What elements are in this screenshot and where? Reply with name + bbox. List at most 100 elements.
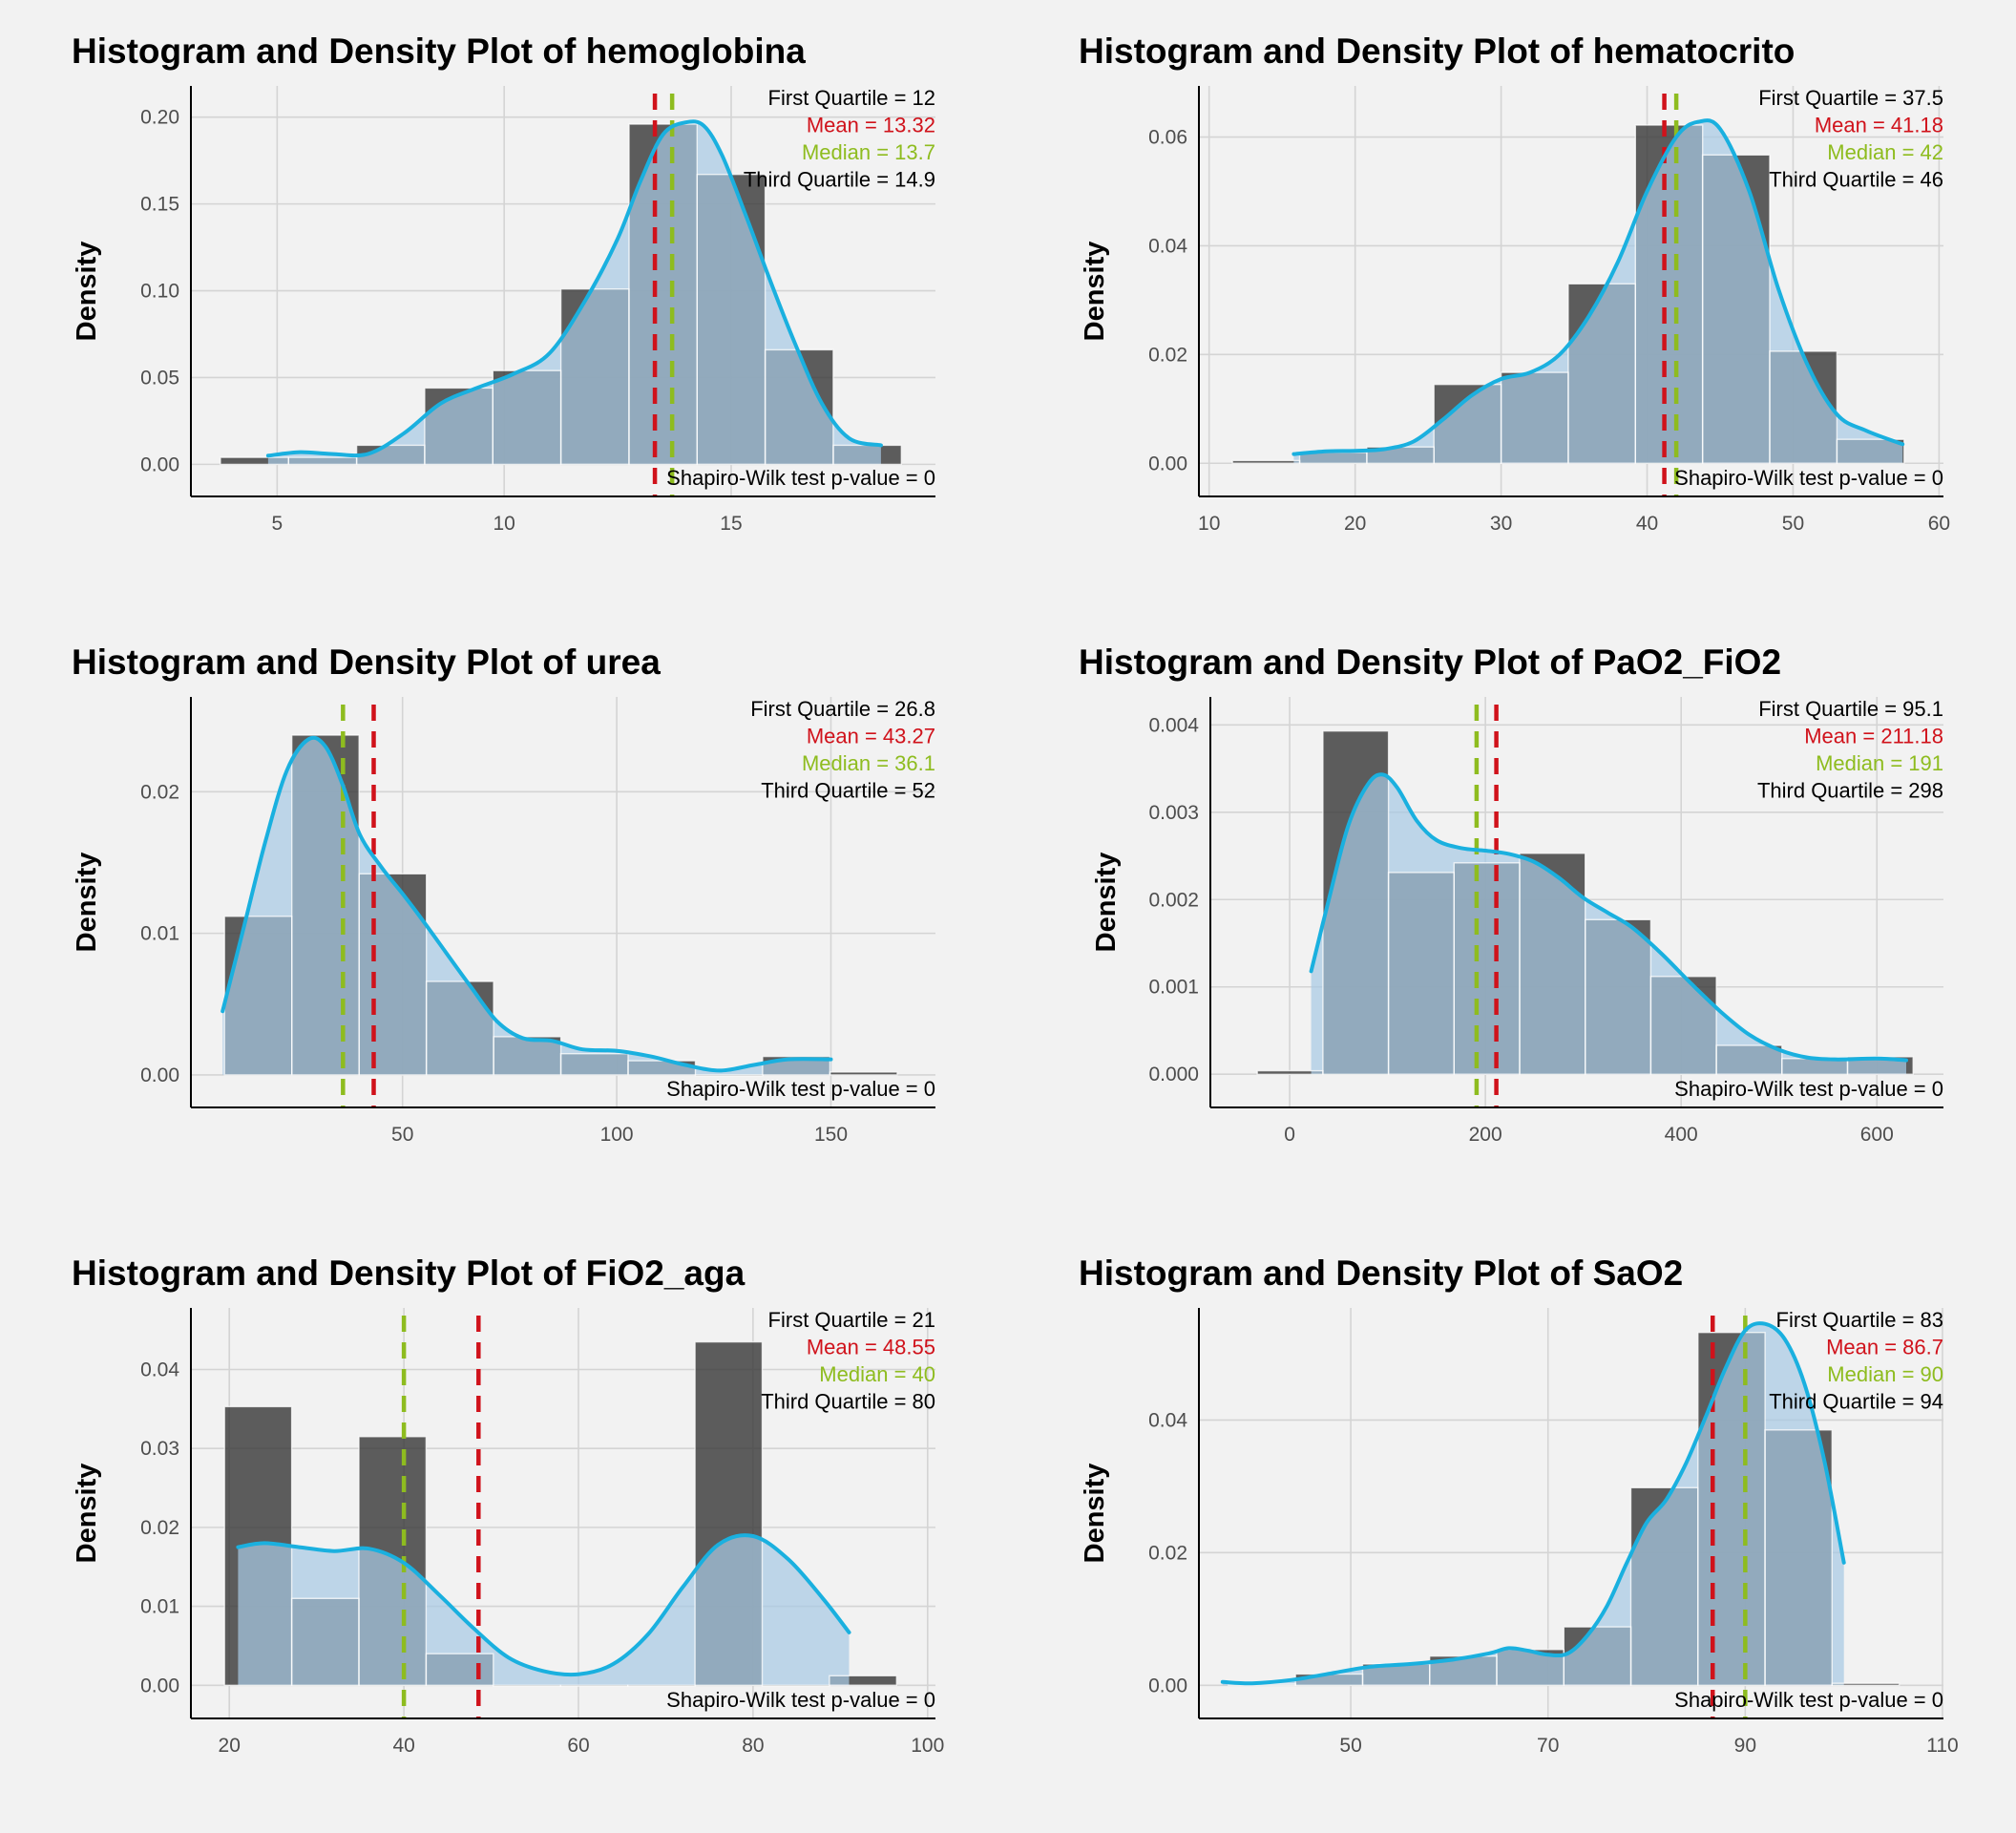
- histogram-bar: [220, 457, 289, 465]
- first-quartile-label: First Quartile = 12: [768, 86, 935, 110]
- chart-title: Histogram and Density Plot of hematocrit…: [1079, 32, 1795, 71]
- y-tick-label: 0.15: [140, 194, 179, 216]
- histogram-bar: [1257, 1070, 1323, 1075]
- median-label: Median = 191: [1816, 751, 1943, 775]
- shapiro-wilk-label: Shapiro-Wilk test p-value = 0: [666, 466, 935, 490]
- x-tick-label: 80: [742, 1735, 764, 1757]
- y-tick-label: 0.004: [1148, 714, 1199, 736]
- x-tick-label: 50: [1339, 1735, 1361, 1757]
- density-line: [1220, 1321, 1846, 1686]
- x-tick-label: 200: [1469, 1124, 1502, 1146]
- x-tick-label: 40: [392, 1735, 414, 1757]
- shapiro-wilk-label: Shapiro-Wilk test p-value = 0: [1674, 1077, 1943, 1101]
- third-quartile-label: Third Quartile = 298: [1757, 779, 1943, 803]
- histogram-bar-outline: [1831, 1682, 1900, 1686]
- x-tick-label: 100: [911, 1735, 944, 1757]
- density-line: [220, 735, 833, 1073]
- x-tick-label: 30: [1490, 513, 1512, 535]
- histogram-bar-outline: [694, 1074, 764, 1077]
- density-area: [1222, 1323, 1844, 1686]
- y-tick-label: 0.06: [1148, 127, 1187, 149]
- panel-6: Histogram and Density Plot of SaO2 0.00 0.…: [1079, 1254, 1959, 1757]
- y-tick-label: 0.000: [1148, 1064, 1199, 1085]
- density-area: [1311, 774, 1906, 1075]
- y-tick-label: 0.00: [140, 1064, 179, 1086]
- shapiro-wilk-label: Shapiro-Wilk test p-value = 0: [1674, 1688, 1943, 1712]
- chart-title: Histogram and Density Plot of PaO2_FiO2: [1079, 643, 1781, 682]
- x-tick-label: 70: [1537, 1735, 1559, 1757]
- y-tick-label: 0.04: [140, 1359, 179, 1381]
- x-tick-label: 150: [814, 1124, 848, 1146]
- panel-5: Histogram and Density Plot of FiO2_aga 0.…: [72, 1254, 944, 1757]
- histogram-bar-outline: [358, 873, 428, 1076]
- median-label: Median = 40: [819, 1362, 935, 1386]
- chart-title: Histogram and Density Plot of urea: [72, 643, 661, 682]
- chart-title: Histogram and Density Plot of hemoglobin…: [72, 32, 806, 71]
- median-label: Median = 13.7: [802, 140, 935, 164]
- density-area: [267, 121, 881, 465]
- x-tick-label: 50: [1782, 513, 1804, 535]
- x-tick-label: 15: [720, 513, 742, 535]
- panel-1: Histogram and Density Plot of hemoglobin…: [72, 32, 935, 535]
- histogram-bar-outline: [694, 1340, 764, 1686]
- mean-label: Mean = 86.7: [1826, 1336, 1943, 1359]
- panel-3: Histogram and Density Plot of urea 0.00 0.…: [72, 643, 935, 1146]
- y-tick-label: 0.00: [140, 1675, 179, 1696]
- median-label: Median = 36.1: [802, 751, 935, 775]
- first-quartile-label: First Quartile = 95.1: [1758, 697, 1943, 721]
- x-tick-label: 0: [1284, 1124, 1295, 1146]
- shapiro-wilk-label: Shapiro-Wilk test p-value = 0: [1674, 466, 1943, 490]
- x-tick-label: 5: [272, 513, 284, 535]
- y-tick-label: 0.10: [140, 281, 179, 303]
- y-tick-label: 0.02: [140, 781, 179, 803]
- density-line: [1309, 772, 1908, 1063]
- density-area: [238, 1535, 850, 1686]
- y-axis-label: Density: [72, 853, 102, 953]
- x-tick-label: 60: [567, 1735, 589, 1757]
- x-tick-label: 10: [493, 513, 514, 535]
- density-line: [265, 119, 883, 458]
- y-tick-label: 0.00: [1148, 1675, 1187, 1696]
- histogram-bar-outline: [829, 1071, 898, 1076]
- y-tick-label: 0.03: [140, 1438, 179, 1460]
- y-tick-label: 0.20: [140, 107, 179, 129]
- x-tick-label: 40: [1636, 513, 1658, 535]
- density-area: [222, 737, 831, 1075]
- histogram-bar-outline: [358, 1436, 428, 1687]
- shapiro-wilk-label: Shapiro-Wilk test p-value = 0: [666, 1077, 935, 1101]
- x-tick-label: 10: [1198, 513, 1220, 535]
- y-tick-label: 0.01: [140, 1596, 179, 1618]
- histogram-bar: [829, 1675, 897, 1686]
- y-tick-label: 0.001: [1148, 977, 1199, 999]
- histogram-bar-outline: [559, 1684, 629, 1687]
- histogram-bar: [1832, 1683, 1900, 1686]
- third-quartile-label: Third Quartile = 46: [1769, 168, 1943, 192]
- x-tick-label: 20: [1344, 513, 1366, 535]
- histogram-bar: [830, 1071, 897, 1075]
- histogram-bar-outline: [425, 1653, 494, 1686]
- density-line: [1292, 118, 1905, 456]
- histogram-bar-outline: [425, 980, 494, 1076]
- histogram-bar-outline: [829, 1675, 898, 1686]
- first-quartile-label: First Quartile = 37.5: [1758, 86, 1943, 110]
- shapiro-wilk-label: Shapiro-Wilk test p-value = 0: [666, 1688, 935, 1712]
- y-axis-label: Density: [1080, 1464, 1110, 1564]
- y-tick-label: 0.003: [1148, 802, 1199, 824]
- x-tick-label: 400: [1665, 1124, 1698, 1146]
- density-line: [236, 1533, 851, 1677]
- histogram-bar-outline: [627, 1684, 696, 1687]
- y-tick-label: 0.02: [1148, 1542, 1187, 1564]
- y-axis-label: Density: [1091, 853, 1122, 953]
- first-quartile-label: First Quartile = 83: [1776, 1308, 1943, 1332]
- histogram-bar: [1232, 460, 1300, 464]
- histogram-bar-outline: [1836, 438, 1905, 465]
- histogram-bar-outline: [1764, 1429, 1834, 1686]
- mean-label: Mean = 43.27: [807, 725, 935, 748]
- x-tick-label: 60: [1928, 513, 1950, 535]
- y-tick-label: 0.04: [1148, 235, 1187, 257]
- histogram-bar-outline: [762, 1055, 831, 1076]
- density-area: [1293, 120, 1903, 464]
- chart-title: Histogram and Density Plot of FiO2_aga: [72, 1254, 746, 1293]
- x-tick-label: 20: [219, 1735, 241, 1757]
